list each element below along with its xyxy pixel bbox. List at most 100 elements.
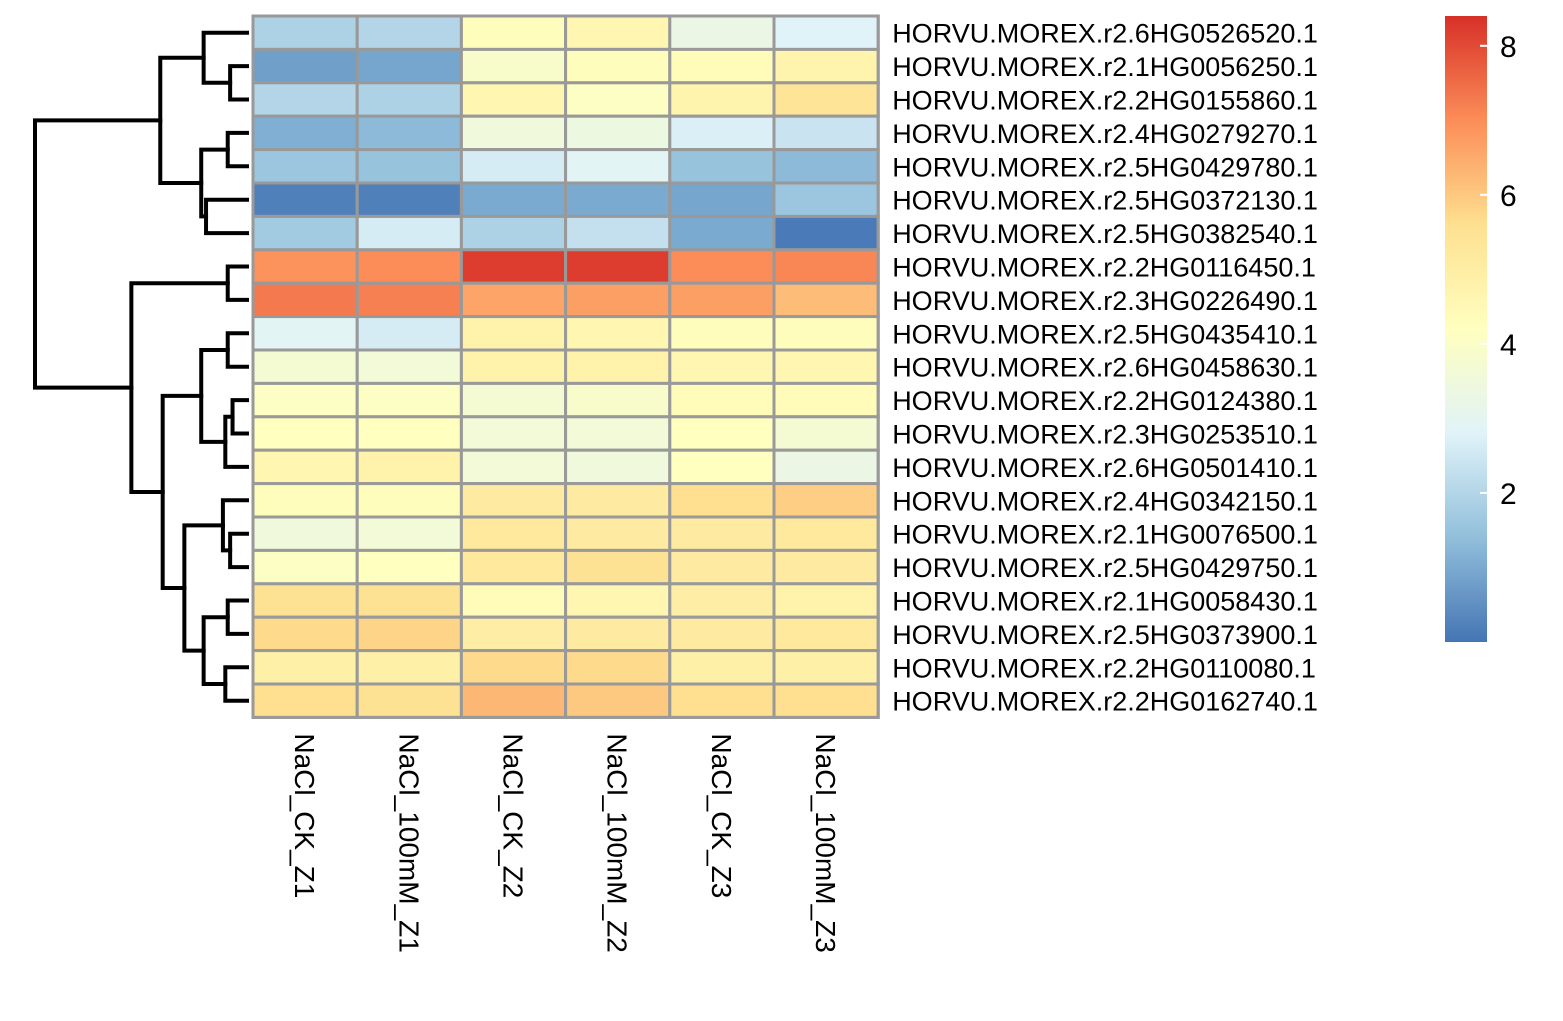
heatmap-cell — [459, 148, 568, 185]
column-label: NaCl_CK_Z1 — [289, 733, 320, 898]
heatmap-cell — [459, 14, 568, 51]
heatmap-cell — [772, 114, 880, 152]
dendrogram-branch — [225, 264, 249, 302]
heatmap-cell — [668, 415, 776, 452]
dendrogram-branch — [228, 531, 249, 570]
heatmap-cell — [355, 515, 463, 552]
heatmap-cell — [251, 482, 359, 519]
heatmap-cell — [459, 515, 568, 552]
heatmap-cell — [459, 181, 568, 218]
row-label: HORVU.MOREX.r2.6HG0458630.1 — [892, 353, 1318, 383]
heatmap-cell — [564, 214, 672, 252]
dendrogram-branch — [129, 281, 230, 494]
heatmap-cell — [459, 682, 568, 719]
heatmap-cell — [251, 214, 359, 252]
row-label: HORVU.MOREX.r2.1HG0076500.1 — [892, 520, 1318, 550]
row-label: HORVU.MOREX.r2.1HG0058430.1 — [892, 587, 1318, 617]
row-label: HORVU.MOREX.r2.2HG0110080.1 — [892, 653, 1316, 683]
heatmap-cell — [355, 381, 463, 419]
row-dendrogram — [33, 30, 249, 703]
heatmap-cell — [564, 582, 672, 619]
heatmap-cell — [459, 315, 568, 352]
heatmap-cell — [459, 582, 568, 619]
heatmap-cell — [251, 548, 359, 586]
heatmap-cell — [772, 81, 880, 118]
heatmap-cell — [459, 214, 568, 252]
row-labels: HORVU.MOREX.r2.6HG0526520.1HORVU.MOREX.r… — [892, 19, 1318, 717]
heatmap-cell — [355, 649, 463, 686]
color-legend-bar — [1445, 16, 1487, 642]
heatmap-cell — [772, 615, 880, 653]
heatmap-cell — [772, 148, 880, 185]
column-labels: NaCl_CK_Z1 NaCl_100mM_Z1 NaCl_CK_Z2 NaCl_10… — [289, 733, 841, 952]
column-label: NaCl_CK_Z3 — [706, 733, 737, 898]
heatmap-cell — [355, 615, 463, 653]
heatmap-cell — [772, 181, 880, 218]
heatmap-cell — [459, 415, 568, 452]
heatmap-cell — [564, 682, 672, 719]
heatmap-cell — [251, 415, 359, 452]
heatmap-cell — [564, 181, 672, 218]
heatmap-cell — [772, 214, 880, 252]
row-label: HORVU.MOREX.r2.3HG0226490.1 — [892, 286, 1318, 316]
heatmap-cell — [251, 381, 359, 419]
heatmap-cell — [564, 47, 672, 85]
row-label: HORVU.MOREX.r2.5HG0382540.1 — [892, 219, 1318, 249]
heatmap-cell — [251, 114, 359, 152]
heatmap-cell — [668, 615, 776, 653]
heatmap-cell — [355, 81, 463, 118]
heatmap-cell — [668, 348, 776, 385]
heatmap-cell — [459, 281, 568, 319]
heatmap-cell — [459, 381, 568, 419]
heatmap-cell — [668, 582, 776, 619]
heatmap-cell — [772, 348, 880, 385]
heatmap-cell — [355, 315, 463, 352]
dendrogram-branch — [225, 331, 249, 369]
dendrogram-branch — [204, 197, 249, 236]
row-label: HORVU.MOREX.r2.5HG0429750.1 — [892, 553, 1318, 583]
heatmap-cell — [251, 181, 359, 218]
dendrogram-branch — [230, 398, 249, 436]
heatmap-cell — [459, 348, 568, 385]
heatmap-cell — [251, 315, 359, 352]
heatmap-cell — [564, 381, 672, 419]
heatmap-cell — [668, 482, 776, 519]
heatmap-cell — [459, 482, 568, 519]
color-legend: 2 4 6 8 — [1445, 16, 1517, 642]
heatmap-cell — [564, 415, 672, 452]
heatmap-cell — [251, 448, 359, 486]
heatmap-cell — [564, 348, 672, 385]
heatmap-cell — [772, 682, 880, 719]
heatmap-cell — [668, 14, 776, 51]
column-label: NaCl_100mM_Z3 — [810, 733, 841, 952]
heatmap-cell — [564, 248, 672, 285]
heatmap-cell — [355, 582, 463, 619]
heatmap-cell — [772, 281, 880, 319]
heatmap-cell — [459, 114, 568, 152]
dendrogram-branch — [160, 393, 204, 590]
heatmap-cell — [668, 682, 776, 719]
heatmap-cell — [459, 248, 568, 285]
legend-tick-label: 4 — [1500, 329, 1517, 362]
heatmap-cell — [668, 548, 776, 586]
heatmap-cell — [355, 148, 463, 185]
heatmap-cell — [564, 14, 672, 51]
heatmap-cell — [668, 381, 776, 419]
legend-tick-label: 8 — [1500, 31, 1517, 64]
heatmap-cell — [772, 448, 880, 486]
heatmap-cell — [251, 14, 359, 51]
dendrogram-branch — [223, 665, 249, 703]
heatmap-cell — [251, 615, 359, 653]
heatmap-cell — [355, 548, 463, 586]
heatmap-cell — [668, 181, 776, 218]
heatmap-cell — [564, 615, 672, 653]
heatmap-cell — [668, 281, 776, 319]
heatmap-cell — [772, 47, 880, 85]
dendrogram-branch — [228, 64, 249, 102]
heatmap-cell — [772, 14, 880, 51]
row-label: HORVU.MOREX.r2.2HG0116450.1 — [892, 253, 1316, 283]
heatmap-cell — [355, 682, 463, 719]
heatmap-cell — [251, 47, 359, 85]
heatmap-cell — [564, 448, 672, 486]
